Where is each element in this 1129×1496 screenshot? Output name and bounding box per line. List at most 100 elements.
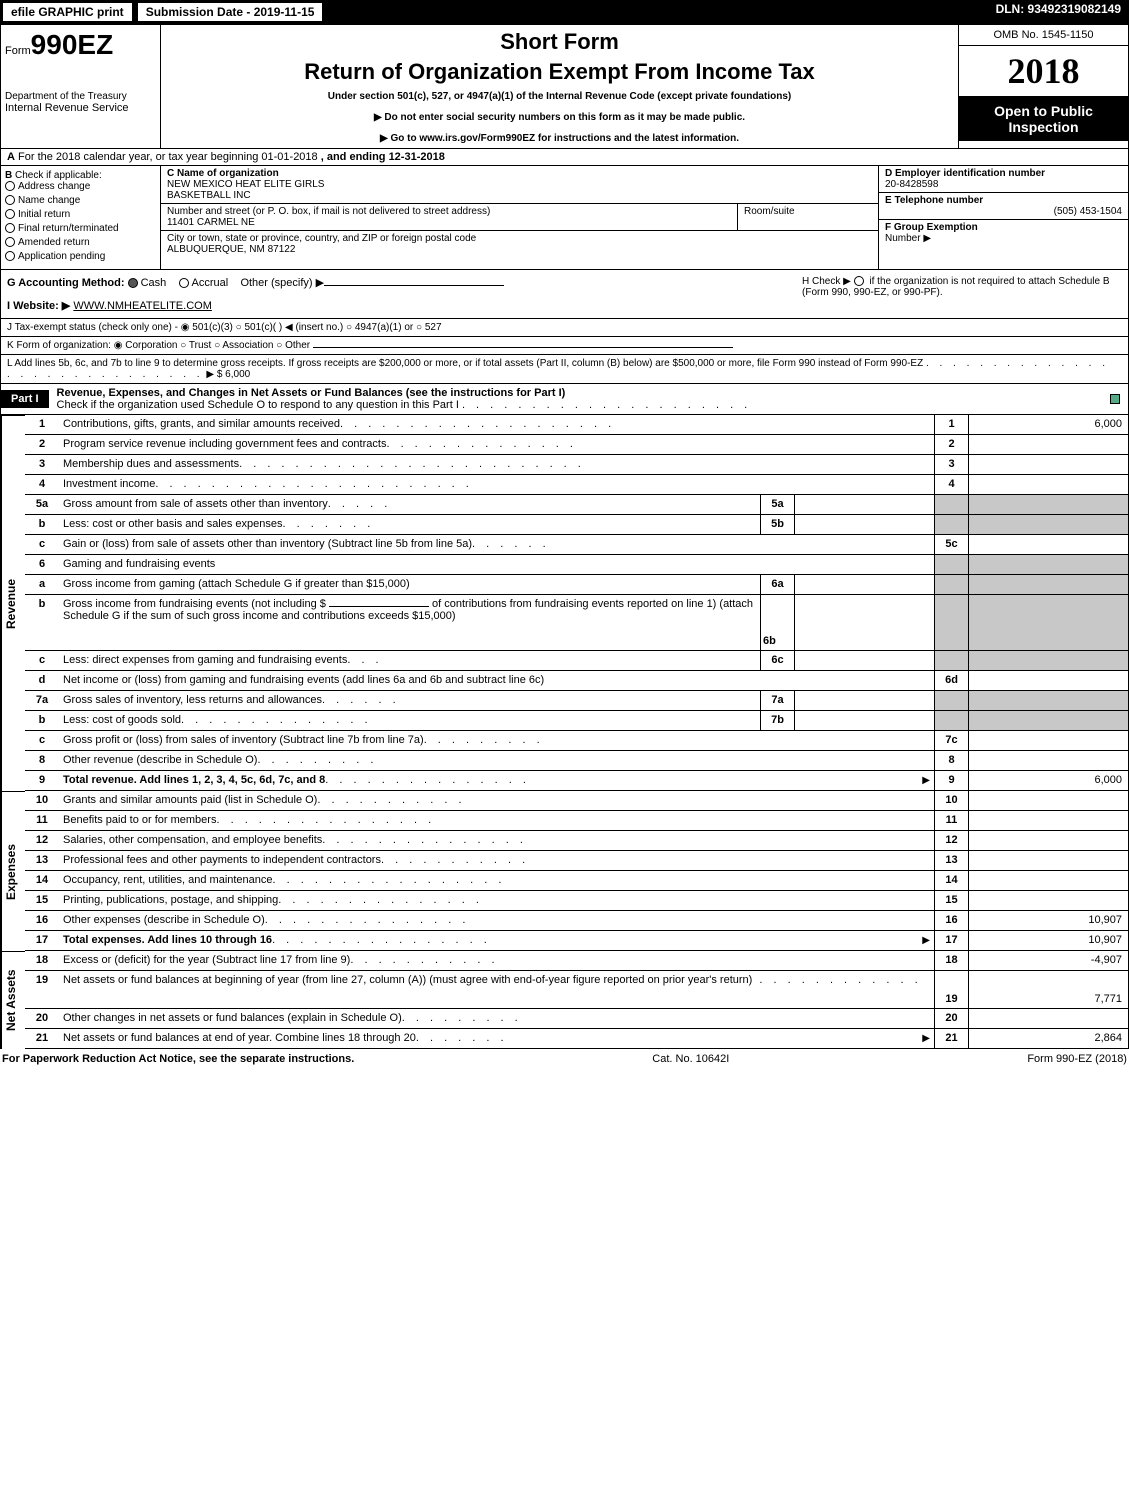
- ln-9-desc: Total revenue. Add lines 1, 2, 3, 4, 5c,…: [63, 774, 325, 786]
- ln-7c-amt: [968, 731, 1128, 750]
- ln-5c-rt: 5c: [934, 535, 968, 554]
- ln-20-no: 20: [25, 1009, 59, 1028]
- page-footer: For Paperwork Reduction Act Notice, see …: [0, 1049, 1129, 1069]
- ln-6b-blank[interactable]: [329, 606, 429, 607]
- ln-5b-amt-shade: [968, 515, 1128, 534]
- ln-5b-desc: Less: cost or other basis and sales expe…: [63, 518, 283, 530]
- ln-6a-mid: 6a: [760, 575, 794, 594]
- org-address: 11401 CARMEL NE: [167, 217, 255, 228]
- ln-5a-no: 5a: [25, 495, 59, 514]
- ln-10-rt: 10: [934, 791, 968, 810]
- dln: DLN: 93492319082149: [988, 0, 1129, 24]
- line-7b: b Less: cost of goods sold . . . . . . .…: [25, 711, 1129, 731]
- ln-5b-rt-shade: [934, 515, 968, 534]
- line-17: 17 Total expenses. Add lines 10 through …: [25, 931, 1129, 951]
- ln-15-rt: 15: [934, 891, 968, 910]
- ln-1-desc: Contributions, gifts, grants, and simila…: [63, 418, 340, 430]
- l-amount: ▶ $ 6,000: [206, 369, 250, 380]
- ln-13-no: 13: [25, 851, 59, 870]
- chk-sched-b[interactable]: [854, 276, 864, 286]
- website-value[interactable]: WWW.NMHEATELITE.COM: [73, 300, 212, 312]
- ln-6a-amt-shade: [968, 575, 1128, 594]
- open-public-badge: Open to Public Inspection: [959, 97, 1128, 141]
- col-c: C Name of organization NEW MEXICO HEAT E…: [161, 166, 878, 269]
- under-section: Under section 501(c), 527, or 4947(a)(1)…: [169, 91, 950, 102]
- expenses-label: Expenses: [1, 791, 25, 951]
- ln-6b-desc: Gross income from fundraising events (no…: [63, 598, 329, 610]
- chk-address-change[interactable]: [5, 181, 15, 191]
- ln-18-desc: Excess or (deficit) for the year (Subtra…: [63, 954, 350, 966]
- line-8: 8 Other revenue (describe in Schedule O)…: [25, 751, 1129, 771]
- chk-schedule-o[interactable]: [1110, 394, 1120, 404]
- ln-5a-amt-shade: [968, 495, 1128, 514]
- ln-12-rt: 12: [934, 831, 968, 850]
- ln-21-desc: Net assets or fund balances at end of ye…: [63, 1032, 416, 1044]
- line-18: 18 Excess or (deficit) for the year (Sub…: [25, 951, 1129, 971]
- line-7a: 7a Gross sales of inventory, less return…: [25, 691, 1129, 711]
- ln-6a-rt-shade: [934, 575, 968, 594]
- ln-5a-midamt: [794, 495, 934, 514]
- ln-16-no: 16: [25, 911, 59, 930]
- line-1: 1 Contributions, gifts, grants, and simi…: [25, 415, 1129, 435]
- ln-6-rt-shade: [934, 555, 968, 574]
- line-6a: a Gross income from gaming (attach Sched…: [25, 575, 1129, 595]
- f-label-2: Number ▶: [885, 233, 931, 244]
- ln-5b-no: b: [25, 515, 59, 534]
- expenses-section: Expenses 10 Grants and similar amounts p…: [0, 791, 1129, 951]
- ln-6a-no: a: [25, 575, 59, 594]
- netassets-label: Net Assets: [1, 951, 25, 1049]
- l-text: L Add lines 5b, 6c, and 7b to line 9 to …: [7, 358, 923, 369]
- c-city-label: City or town, state or province, country…: [167, 233, 476, 244]
- ln-15-desc: Printing, publications, postage, and shi…: [63, 894, 278, 906]
- ln-6a-desc: Gross income from gaming (attach Schedul…: [63, 578, 410, 590]
- ln-3-no: 3: [25, 455, 59, 474]
- chk-accrual[interactable]: [179, 278, 189, 288]
- k-other-line[interactable]: [313, 347, 733, 348]
- other-specify-line[interactable]: [324, 285, 504, 286]
- col-b: B Check if applicable: Address change Na…: [1, 166, 161, 269]
- chk-initial-return[interactable]: [5, 209, 15, 219]
- ln-17-desc: Total expenses. Add lines 10 through 16: [63, 934, 272, 946]
- org-name-2: BASKETBALL INC: [167, 190, 251, 201]
- ln-4-amt: [968, 475, 1128, 494]
- ln-14-rt: 14: [934, 871, 968, 890]
- netassets-section: Net Assets 18 Excess or (deficit) for th…: [0, 951, 1129, 1049]
- opt-initial-return: Initial return: [18, 209, 70, 220]
- line-21: 21 Net assets or fund balances at end of…: [25, 1029, 1129, 1049]
- chk-cash[interactable]: [128, 278, 138, 288]
- ln-16-amt: 10,907: [968, 911, 1128, 930]
- efile-pill: efile GRAPHIC print: [2, 2, 133, 22]
- line-2: 2 Program service revenue including gove…: [25, 435, 1129, 455]
- e-label: E Telephone number: [885, 195, 983, 206]
- c-name-label: C Name of organization: [167, 168, 279, 179]
- ln-19-rt: 19: [934, 971, 968, 1008]
- part-1-sub: Check if the organization used Schedule …: [57, 399, 459, 411]
- opt-name-change: Name change: [18, 195, 80, 206]
- line-20: 20 Other changes in net assets or fund b…: [25, 1009, 1129, 1029]
- chk-application-pending[interactable]: [5, 251, 15, 261]
- ln-21-amt: 2,864: [968, 1029, 1128, 1048]
- chk-final-return[interactable]: [5, 223, 15, 233]
- chk-amended-return[interactable]: [5, 237, 15, 247]
- ln-5c-no: c: [25, 535, 59, 554]
- room-suite-label: Room/suite: [738, 204, 878, 230]
- ln-8-no: 8: [25, 751, 59, 770]
- ln-6b-mid: 6b: [760, 595, 794, 650]
- revenue-label: Revenue: [1, 415, 25, 791]
- ln-8-desc: Other revenue (describe in Schedule O): [63, 754, 257, 766]
- opt-cash: Cash: [141, 277, 167, 289]
- row-gh: G Accounting Method: Cash Accrual Other …: [0, 270, 1129, 319]
- row-a-label: A: [7, 151, 15, 163]
- ln-7b-rt-shade: [934, 711, 968, 730]
- c-addr-label: Number and street (or P. O. box, if mail…: [167, 206, 490, 217]
- ln-18-no: 18: [25, 951, 59, 970]
- ln-5c-desc: Gain or (loss) from sale of assets other…: [63, 538, 472, 550]
- form-number: 990EZ: [31, 29, 114, 60]
- ln-6c-no: c: [25, 651, 59, 670]
- chk-name-change[interactable]: [5, 195, 15, 205]
- ln-6b-amt-shade: [968, 595, 1128, 650]
- g-label: G Accounting Method:: [7, 277, 125, 289]
- opt-amended-return: Amended return: [18, 237, 90, 248]
- ln-8-rt: 8: [934, 751, 968, 770]
- ln-6c-rt-shade: [934, 651, 968, 670]
